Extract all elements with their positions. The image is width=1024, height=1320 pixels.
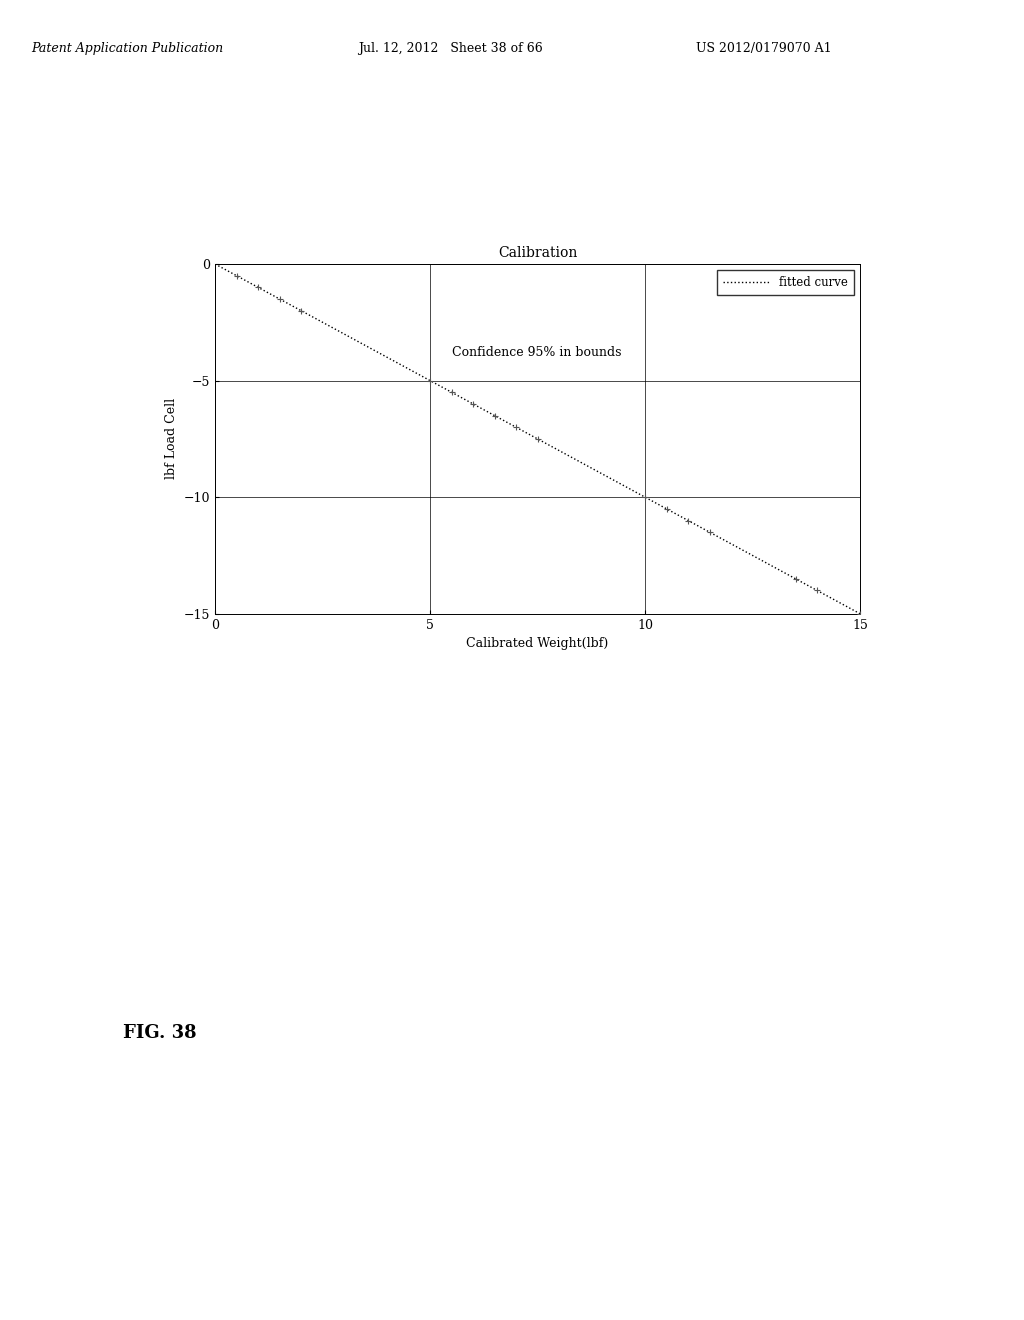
Text: Confidence 95% in bounds: Confidence 95% in bounds: [452, 346, 622, 359]
Y-axis label: lbf Load Cell: lbf Load Cell: [165, 399, 178, 479]
X-axis label: Calibrated Weight(lbf): Calibrated Weight(lbf): [467, 638, 608, 651]
fitted curve: [604, 470, 616, 486]
fitted curve: [211, 257, 223, 273]
fitted curve: [593, 465, 605, 480]
Line: fitted curve: fitted curve: [215, 264, 860, 614]
Text: FIG. 38: FIG. 38: [123, 1024, 197, 1043]
fitted curve: [794, 573, 806, 589]
Text: Patent Application Publication: Patent Application Publication: [31, 42, 223, 55]
Text: US 2012/0179070 A1: US 2012/0179070 A1: [696, 42, 831, 55]
fitted curve: [854, 606, 866, 622]
fitted curve: [209, 256, 221, 272]
Title: Calibration: Calibration: [498, 246, 578, 260]
Legend: fitted curve: fitted curve: [717, 269, 854, 294]
Text: Jul. 12, 2012   Sheet 38 of 66: Jul. 12, 2012 Sheet 38 of 66: [358, 42, 543, 55]
fitted curve: [753, 550, 765, 566]
fitted curve: [591, 463, 603, 479]
